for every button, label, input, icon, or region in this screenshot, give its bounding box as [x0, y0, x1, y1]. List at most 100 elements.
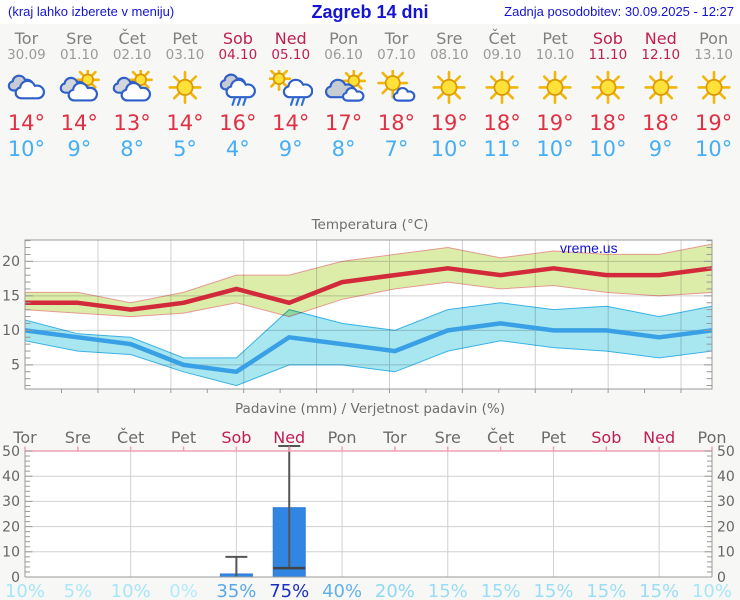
day-name: Pet — [542, 29, 568, 48]
low-temperature: 4° — [225, 137, 250, 161]
precip-day-label: Čet — [117, 428, 144, 447]
high-temperature: 18° — [483, 111, 521, 135]
sunny-icon — [432, 70, 466, 104]
precip-probability-label: 5% — [64, 581, 93, 600]
low-temperature: 10° — [430, 137, 468, 161]
day-date: 09.10 — [482, 47, 522, 63]
precip-probability-label: 0% — [169, 581, 198, 600]
sunny-icon — [591, 70, 625, 104]
sun-shower-icon — [266, 66, 314, 106]
low-temperature: 10° — [536, 137, 574, 161]
weather-icon-cell — [110, 67, 154, 107]
temperature-chart: 5 10 15 20 vreme.us — [2, 239, 713, 393]
precip-y-tick-right: 40 — [717, 469, 735, 485]
weather-icon-cell — [533, 70, 577, 107]
day-date: 03.10 — [165, 47, 205, 63]
low-temperature: 9° — [67, 137, 92, 161]
day-name: Sre — [436, 29, 463, 48]
day-date: 02.10 — [112, 47, 152, 63]
day-column: Pon 06.10 17° 8° — [317, 30, 370, 162]
last-updated-label: Zadnja posodobitev: 30.09.2025 - 12:27 — [504, 4, 734, 19]
precip-y-tick-left: 20 — [2, 519, 20, 535]
rain-icon — [219, 73, 256, 106]
precip-probability-label: 35% — [216, 581, 256, 600]
high-temperature: 14° — [272, 111, 310, 135]
high-temperature: 19° — [694, 111, 733, 135]
high-temperature: 18° — [589, 111, 627, 135]
day-column: Ned 12.10 18° 9° — [634, 30, 687, 162]
day-date: 12.10 — [641, 47, 681, 63]
day-name: Tor — [14, 29, 39, 48]
cloudy-icon — [8, 74, 46, 100]
day-column: Čet 02.10 13° 8° — [106, 30, 159, 162]
high-temperature: 14° — [7, 111, 46, 135]
day-date: 30.09 — [7, 47, 46, 63]
day-date: 11.10 — [588, 47, 628, 63]
sunny-icon — [644, 70, 678, 104]
precip-probability-label: 15% — [586, 581, 626, 600]
precip-y-tick-right: 10 — [717, 545, 735, 561]
high-temperature: 19° — [430, 111, 468, 135]
day-name: Sob — [222, 29, 253, 48]
precip-day-label: Pet — [541, 428, 566, 447]
low-temperature: 7° — [384, 137, 409, 161]
precip-probability-label: 10% — [692, 581, 732, 600]
day-date: 06.10 — [324, 47, 363, 63]
weather-icon-cell — [586, 70, 630, 107]
day-date: 07.10 — [377, 47, 416, 63]
low-temperature: 10° — [694, 137, 733, 161]
precip-day-label: Pet — [171, 428, 196, 447]
precip-y-tick-left: 40 — [2, 469, 20, 485]
precip-day-label: Ned — [643, 428, 675, 447]
high-temperature: 14° — [60, 111, 98, 135]
low-temperature: 11° — [483, 137, 521, 161]
page-title: Zagreb 14 dni — [311, 2, 429, 22]
day-column: Sre 08.10 19° 10° — [423, 30, 476, 162]
low-temperature: 10° — [589, 137, 627, 161]
day-date: 01.10 — [59, 47, 99, 63]
temperature-chart-title: Temperatura (°C) — [311, 217, 429, 233]
day-name: Tor — [384, 29, 409, 48]
sun-small-cloud-icon — [377, 67, 416, 102]
precip-day-label: Čet — [487, 428, 514, 447]
weather-icon-cell — [57, 67, 101, 107]
sunny-icon — [697, 70, 731, 104]
day-date: 13.10 — [694, 47, 733, 63]
precip-day-label: Pon — [697, 428, 726, 447]
precip-probability-label: 10% — [111, 581, 151, 600]
high-temperature: 18° — [642, 111, 680, 135]
day-name: Sob — [592, 29, 623, 48]
partly-cloudy-icon — [324, 68, 366, 102]
precip-probability-label: 10% — [5, 581, 45, 600]
low-temperature: 10° — [7, 137, 46, 161]
sunny-icon — [485, 70, 519, 104]
weather-icon-cell — [163, 70, 207, 107]
low-temperature: 5° — [173, 137, 197, 161]
weather-icon-cell — [692, 70, 736, 107]
day-name: Sre — [66, 29, 93, 48]
precip-probability-label: 20% — [375, 581, 415, 600]
precip-probability-label: 40% — [322, 581, 362, 600]
day-date: 10.10 — [535, 47, 575, 63]
weather-icon-cell — [266, 66, 314, 107]
weather-icon-cell — [322, 68, 366, 107]
precip-probability-label: 15% — [639, 581, 679, 600]
precipitation-chart-title: Padavine (mm) / Verjetnost padavin (%) — [235, 401, 505, 417]
watermark-link[interactable]: vreme.us — [560, 240, 618, 256]
day-column: Pet 10.10 19° 10° — [529, 30, 582, 162]
precip-day-label: Sre — [65, 428, 91, 447]
precip-probability-label: 75% — [269, 581, 309, 600]
precip-day-label: Tor — [382, 428, 407, 447]
day-column: Pet 03.10 14° 5° — [159, 30, 212, 162]
precip-probability-label: 15% — [428, 581, 468, 600]
day-name: Pon — [699, 29, 729, 48]
day-column: Pon 13.10 19° 10° — [687, 30, 740, 162]
day-name: Pon — [329, 29, 359, 48]
precip-probability-label: 15% — [481, 581, 521, 600]
day-date: 08.10 — [429, 47, 469, 63]
precip-day-label: Tor — [12, 428, 37, 447]
precip-y-tick-left: 0 — [11, 570, 20, 586]
precip-day-label: Sob — [591, 428, 621, 447]
precip-day-label: Sob — [221, 428, 251, 447]
high-temperature: 16° — [219, 111, 257, 135]
